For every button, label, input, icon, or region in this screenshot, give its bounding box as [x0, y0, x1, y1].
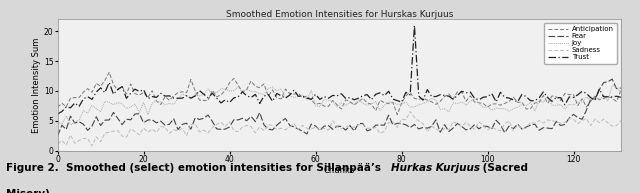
Anticipation — [54, 106, 61, 108]
X-axis label: Chunks: Chunks — [324, 167, 355, 175]
Anticipation — [230, 77, 237, 80]
Anticipation — [617, 90, 625, 92]
Anticipation — [101, 79, 109, 81]
Sadness — [406, 110, 414, 113]
Trust — [243, 95, 251, 97]
Anticipation — [518, 101, 525, 103]
Fear — [54, 135, 61, 137]
Joy — [247, 90, 255, 93]
Title: Smoothed Emotion Intensities for Hurskas Kurjuus: Smoothed Emotion Intensities for Hurskas… — [225, 9, 453, 19]
Sadness — [106, 131, 113, 133]
Joy — [127, 106, 134, 108]
Text: Hurkas Kurjuus: Hurkas Kurjuus — [391, 163, 480, 173]
Anticipation — [394, 113, 401, 116]
Sadness — [518, 127, 525, 130]
Legend: Anticipation, Fear, Joy, Sadness, Trust: Anticipation, Fear, Joy, Sadness, Trust — [544, 23, 618, 64]
Line: Fear: Fear — [58, 79, 621, 136]
Sadness — [247, 126, 255, 128]
Line: Trust: Trust — [58, 25, 621, 114]
Text: Figure 2.  Smoothed (select) emotion intensities for Sillanpää’s: Figure 2. Smoothed (select) emotion inte… — [6, 163, 385, 173]
Fear — [101, 119, 109, 121]
Trust — [617, 96, 625, 98]
Trust — [514, 101, 522, 103]
Y-axis label: Emotion Intensity Sum: Emotion Intensity Sum — [32, 37, 41, 133]
Joy — [106, 101, 113, 103]
Trust — [226, 101, 234, 104]
Anticipation — [106, 71, 113, 73]
Joy — [54, 120, 61, 123]
Sadness — [514, 124, 522, 126]
Sadness — [230, 130, 237, 132]
Fear — [505, 125, 513, 127]
Anticipation — [514, 101, 522, 103]
Fear — [226, 126, 234, 128]
Joy — [609, 84, 616, 87]
Joy — [617, 91, 625, 93]
Joy — [514, 106, 522, 108]
Fear — [243, 119, 251, 122]
Trust — [122, 97, 130, 99]
Line: Anticipation: Anticipation — [58, 72, 621, 115]
Fear — [122, 118, 130, 120]
Anticipation — [247, 80, 255, 82]
Fear — [609, 78, 616, 80]
Anticipation — [127, 83, 134, 85]
Joy — [230, 89, 237, 92]
Line: Sadness: Sadness — [58, 112, 621, 146]
Sadness — [54, 143, 61, 145]
Text: (Sacred: (Sacred — [479, 163, 528, 173]
Trust — [101, 91, 109, 94]
Text: Misery).: Misery). — [6, 189, 54, 193]
Trust — [411, 24, 419, 27]
Sadness — [617, 119, 625, 122]
Sadness — [88, 145, 96, 147]
Joy — [509, 108, 517, 110]
Fear — [617, 87, 625, 89]
Trust — [54, 113, 61, 115]
Trust — [509, 99, 517, 101]
Fear — [509, 128, 517, 130]
Sadness — [127, 128, 134, 130]
Line: Joy: Joy — [58, 85, 621, 125]
Joy — [67, 124, 74, 126]
